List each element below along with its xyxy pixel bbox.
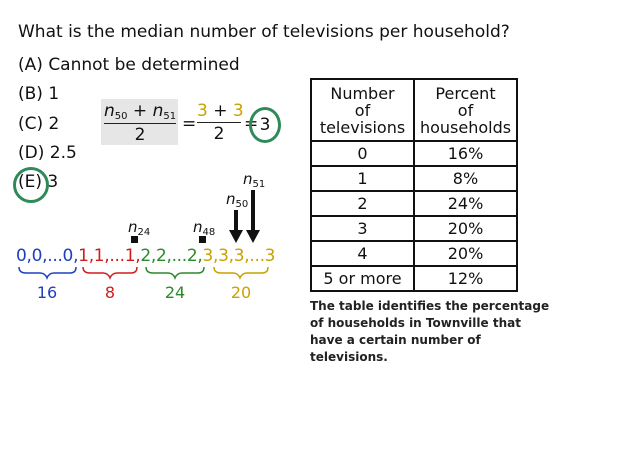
label-n48: n48 xyxy=(193,218,216,238)
cell-percent: 12% xyxy=(413,265,518,292)
value-fraction: 3 + 3 2 xyxy=(197,101,244,144)
fraction-bar xyxy=(197,122,241,123)
label-zeros-count: 16 xyxy=(36,283,58,302)
cell-count: 4 xyxy=(310,240,415,267)
marker-n24 xyxy=(131,236,138,243)
cell-count: 2 xyxy=(310,190,415,217)
cell-percent: 20% xyxy=(413,240,518,267)
n51-subscript: 51 xyxy=(163,111,177,122)
label-threes-count: 20 xyxy=(230,283,252,302)
plus-sign: + xyxy=(132,101,148,121)
choice-c-text: 2 xyxy=(48,114,60,134)
televisions-table: Number of televisions Percent of househo… xyxy=(310,78,518,292)
formula-highlight xyxy=(101,99,178,145)
value-numerator: 3 + 3 xyxy=(197,101,244,121)
value-denominator: 2 xyxy=(213,124,225,144)
arrow-n50-head xyxy=(229,230,243,243)
cell-percent: 24% xyxy=(413,190,518,217)
equals-sign-1: = xyxy=(182,114,197,134)
choice-b-letter: (B) xyxy=(18,84,43,104)
sequence-zeros: 0,0,...0, xyxy=(16,246,79,266)
table-row: 1 8% xyxy=(310,165,518,192)
brace-threes xyxy=(213,266,269,281)
table-caption: The table identifies the percentage of h… xyxy=(310,299,550,364)
sequence-twos: 2,2,...2, xyxy=(140,246,203,266)
sequence-ones: 1,1,...1, xyxy=(78,246,141,266)
brace-zeros xyxy=(18,266,77,281)
choice-a[interactable]: (A) Cannot be determined xyxy=(18,55,240,75)
choice-c[interactable]: (C) 2 xyxy=(18,114,59,134)
table-header-row: Number of televisions Percent of househo… xyxy=(310,78,518,142)
choice-d[interactable]: (D) 2.5 xyxy=(18,143,77,163)
label-twos-count: 24 xyxy=(164,283,186,302)
ordered-sequence: 0,0,...0,1,1,...1,2,2,...2,3,3,3,...3 xyxy=(16,246,276,266)
choice-c-letter: (C) xyxy=(18,114,44,134)
label-ones-count: 8 xyxy=(104,283,116,302)
label-n24: n24 xyxy=(128,218,151,238)
header-percent: Percent of households xyxy=(413,78,518,142)
table-row: 2 24% xyxy=(310,190,518,217)
arrow-n51-head xyxy=(246,230,260,243)
n51-symbol: n xyxy=(152,101,164,121)
choice-a-text: Cannot be determined xyxy=(48,55,240,75)
label-n50: n50 xyxy=(226,190,249,210)
n50-subscript: 50 xyxy=(114,111,128,122)
brace-ones xyxy=(82,266,138,281)
denominator: 2 xyxy=(134,125,146,145)
choice-a-letter: (A) xyxy=(18,55,43,75)
cell-count: 1 xyxy=(310,165,415,192)
marker-n48 xyxy=(199,236,206,243)
sequence-threes: 3,3,3,...3 xyxy=(202,246,276,266)
question-text: What is the median number of televisions… xyxy=(18,22,510,42)
cell-count: 5 or more xyxy=(310,265,415,292)
cell-percent: 16% xyxy=(413,140,518,167)
choice-d-letter: (D) xyxy=(18,143,45,163)
fraction-bar xyxy=(104,123,176,124)
header-number: Number of televisions xyxy=(310,78,415,142)
brace-twos xyxy=(145,266,205,281)
cell-count: 3 xyxy=(310,215,415,242)
cell-percent: 8% xyxy=(413,165,518,192)
label-n51: n51 xyxy=(243,170,266,190)
table-row: 0 16% xyxy=(310,140,518,167)
result-circle: 3 xyxy=(249,107,281,143)
table-row: 3 20% xyxy=(310,215,518,242)
choice-b[interactable]: (B) 1 xyxy=(18,84,59,104)
median-fraction: n50 + n51 2 xyxy=(104,101,176,145)
table-row: 5 or more 12% xyxy=(310,265,518,292)
n50-symbol: n xyxy=(104,101,115,121)
answer-circle xyxy=(13,167,49,203)
choice-e-text: 3 xyxy=(47,172,59,192)
cell-percent: 20% xyxy=(413,215,518,242)
cell-count: 0 xyxy=(310,140,415,167)
choice-d-text: 2.5 xyxy=(49,143,77,163)
choice-b-text: 1 xyxy=(48,84,60,104)
table-row: 4 20% xyxy=(310,240,518,267)
